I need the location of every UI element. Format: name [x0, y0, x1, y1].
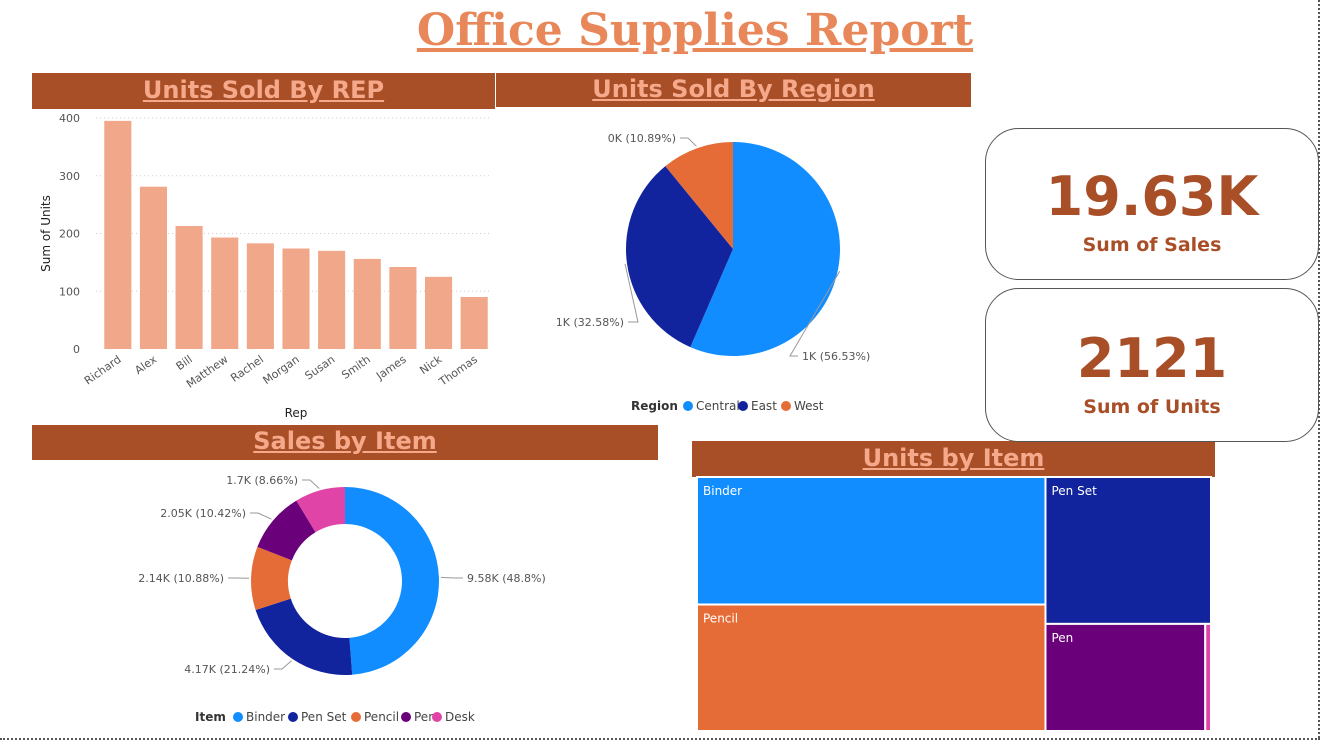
kpi-units-label: Sum of Units: [1083, 396, 1221, 418]
slice-pencil: [250, 546, 292, 610]
legend-marker: [432, 712, 442, 722]
bar-smith: [353, 258, 381, 349]
report-title: Office Supplies Report: [416, 5, 974, 56]
leader-line: [680, 137, 697, 147]
leader-line: [789, 270, 841, 357]
x-axis-title: Rep: [285, 406, 308, 420]
legend-title: Item: [195, 710, 226, 724]
slice-east: [625, 166, 733, 348]
legend: Region Central East West: [631, 399, 824, 413]
kpi-sales-value: 19.63K: [1045, 165, 1259, 228]
bar-alex: [139, 186, 167, 349]
legend-item-pen-set: Pen Set: [301, 710, 347, 724]
y-tick-label: 100: [59, 285, 80, 298]
leader-line: [624, 263, 639, 323]
data-label-pencil: 2.14K (10.88%): [138, 572, 224, 585]
page-border-bottom: [0, 738, 1320, 740]
units-item-chart-header: Units by Item: [692, 441, 1215, 477]
legend-title: Region: [631, 399, 678, 413]
leader-line: [302, 479, 320, 489]
slice-central: [690, 142, 841, 357]
region-chart-header: Units Sold By Region: [496, 73, 971, 107]
bar-bill: [175, 225, 203, 349]
y-tick-label: 400: [59, 112, 80, 125]
sales-item-chart-title: Sales by Item: [253, 427, 437, 455]
legend-item-east: East: [751, 399, 777, 413]
slice-pen-set: [255, 598, 353, 675]
treemap-tile-desk: [1204, 622, 1213, 733]
y-tick-label: 300: [59, 170, 80, 183]
data-label-central: 1K (56.53%): [802, 350, 870, 363]
data-label-pen: 2.05K (10.42%): [160, 507, 246, 520]
bar-susan: [318, 250, 346, 349]
data-label-pen-set: 4.17K (21.24%): [184, 663, 270, 676]
slice-desk: [296, 487, 345, 533]
kpi-card-sales[interactable]: 19.63K Sum of Sales: [985, 128, 1319, 280]
legend-item-binder: Binder: [246, 710, 285, 724]
rep-chart-title: Units Sold By REP: [142, 76, 385, 104]
legend-item-desk: Desk: [445, 710, 475, 724]
bar-richard: [104, 120, 132, 349]
bar-morgan: [282, 248, 310, 349]
slice-west: [665, 142, 733, 249]
kpi-sales-label: Sum of Sales: [1082, 234, 1222, 256]
data-label-binder: 9.58K (48.8%): [467, 572, 546, 585]
leader-line: [250, 512, 272, 520]
leader-line: [274, 660, 292, 670]
legend-marker: [351, 712, 361, 722]
legend: Item Binder Pen Set Pencil Pen Desk: [195, 710, 475, 724]
page-border-right: [1318, 0, 1320, 738]
legend-marker: [781, 401, 791, 411]
bar-nick: [425, 276, 453, 349]
treemap-label-pen-set: Pen Set: [1051, 484, 1097, 498]
y-tick-label: 0: [73, 343, 80, 356]
rep-chart-header: Units Sold By REP: [32, 73, 495, 109]
y-axis-title: Sum of Units: [39, 195, 53, 272]
legend-marker: [401, 712, 411, 722]
treemap-tile-pen-set: [1044, 476, 1212, 625]
slice-pen: [257, 500, 316, 561]
legend-marker: [738, 401, 748, 411]
kpi-units-value: 2121: [1076, 327, 1228, 390]
region-chart-title: Units Sold By Region: [592, 75, 875, 103]
treemap-tile-pencil: [696, 603, 1047, 733]
bar-matthew: [211, 237, 239, 349]
kpi-card-units[interactable]: 2121 Sum of Units: [985, 288, 1319, 442]
legend-item-west: West: [794, 399, 824, 413]
bar-rachel: [246, 243, 274, 349]
sales-item-chart-header: Sales by Item: [32, 425, 658, 460]
legend-item-pencil: Pencil: [364, 710, 399, 724]
data-label-desk: 1.7K (8.66%): [226, 474, 298, 487]
data-label-west: 0K (10.89%): [608, 132, 676, 145]
treemap-label-pen: Pen: [1051, 631, 1073, 645]
legend-item-pen: Pen: [414, 710, 436, 724]
leader-line: [440, 576, 463, 579]
units-item-chart-title: Units by Item: [862, 444, 1045, 472]
y-tick-label: 200: [59, 228, 80, 241]
treemap-label-pencil: Pencil: [703, 612, 738, 626]
data-label-east: 1K (32.58%): [556, 316, 624, 329]
legend-marker: [233, 712, 243, 722]
legend-marker: [683, 401, 693, 411]
legend-marker: [288, 712, 298, 722]
legend-item-central: Central: [696, 399, 740, 413]
bar-thomas: [460, 297, 488, 349]
slice-binder: [345, 487, 440, 675]
treemap-label-binder: Binder: [703, 484, 742, 498]
bar-james: [389, 266, 417, 349]
treemap-tile-binder: [696, 476, 1047, 606]
treemap-tile-pen: [1044, 622, 1207, 733]
